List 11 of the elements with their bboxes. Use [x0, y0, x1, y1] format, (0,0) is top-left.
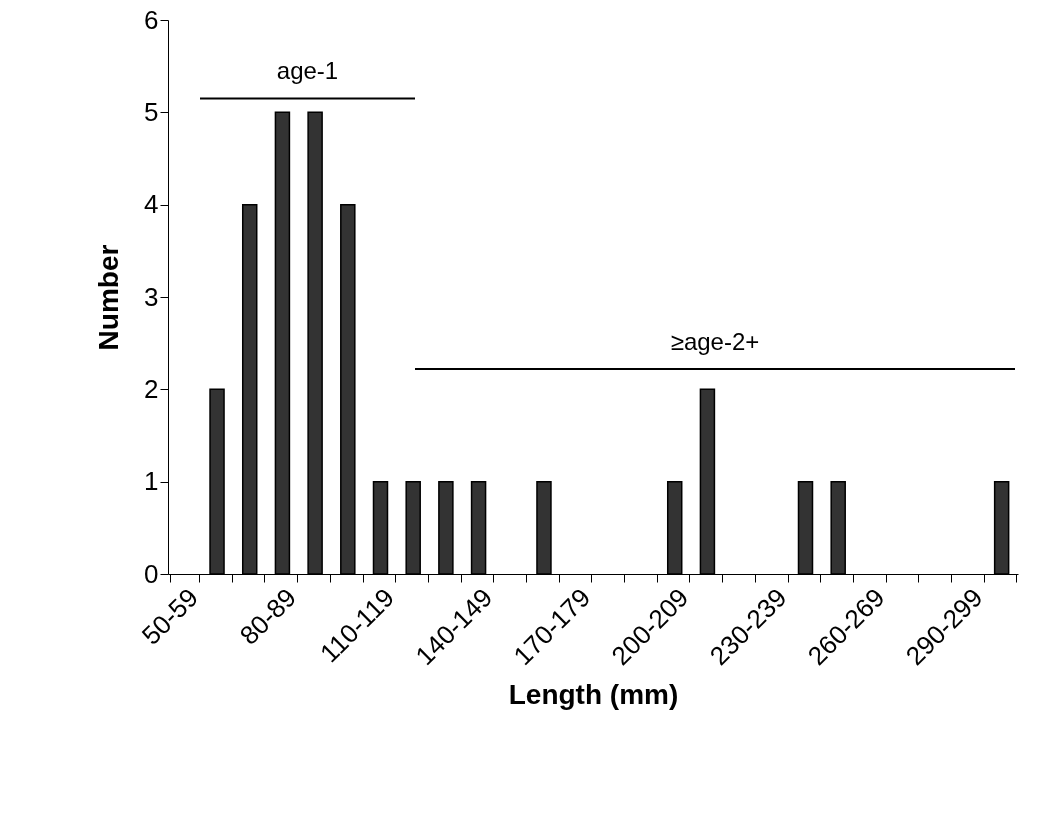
- ref-line-label: ≥age-2+: [670, 328, 760, 356]
- y-tick-label: 1: [144, 466, 159, 497]
- y-tick-label: 3: [144, 281, 159, 312]
- ref-line-label: age-1: [276, 57, 339, 85]
- y-tick-label: 2: [144, 373, 159, 404]
- y-tick-label: 5: [144, 96, 159, 127]
- y-tick-label: 6: [144, 4, 159, 35]
- x-axis-title: Length (mm): [508, 679, 679, 711]
- y-tick-label: 0: [144, 558, 159, 589]
- y-axis-title: Number: [93, 244, 125, 351]
- y-tick-label: 4: [144, 189, 159, 220]
